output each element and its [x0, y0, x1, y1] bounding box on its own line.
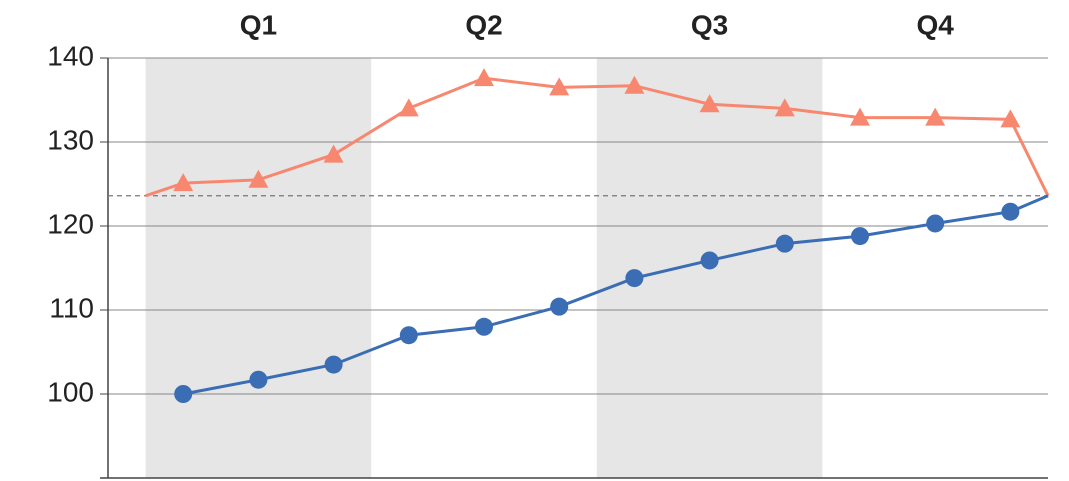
- y-tick-label: 140: [47, 40, 94, 71]
- point-marker: [323, 144, 344, 163]
- point-marker: [775, 234, 794, 253]
- point-marker: [550, 297, 569, 316]
- y-tick-label: 120: [47, 208, 94, 239]
- quarter-band: [145, 58, 372, 478]
- point-marker: [925, 107, 946, 126]
- y-tick-label: 110: [49, 292, 94, 323]
- point-marker: [248, 169, 269, 188]
- point-marker: [625, 269, 644, 288]
- point-marker: [699, 94, 720, 113]
- point-marker: [624, 75, 645, 94]
- point-marker: [851, 227, 869, 246]
- point-marker: [850, 107, 870, 126]
- band-label: Q4: [917, 9, 955, 40]
- point-marker: [475, 317, 493, 336]
- point-marker: [249, 370, 268, 389]
- point-marker: [1000, 109, 1021, 128]
- point-marker: [774, 98, 795, 117]
- point-marker: [549, 77, 570, 96]
- point-marker: [174, 385, 193, 403]
- point-marker: [1001, 202, 1020, 221]
- band-label: Q2: [465, 9, 502, 40]
- point-marker: [398, 98, 419, 117]
- point-marker: [926, 214, 945, 233]
- series-line: [145, 76, 1050, 198]
- point-marker: [700, 251, 719, 270]
- point-marker: [173, 173, 194, 192]
- band-label: Q1: [240, 9, 277, 40]
- point-marker: [474, 68, 494, 87]
- point-marker: [324, 355, 343, 374]
- band-label: Q3: [691, 9, 728, 40]
- y-tick-label: 130: [47, 124, 94, 155]
- y-tick-label: 100: [47, 376, 94, 407]
- point-marker: [399, 326, 418, 345]
